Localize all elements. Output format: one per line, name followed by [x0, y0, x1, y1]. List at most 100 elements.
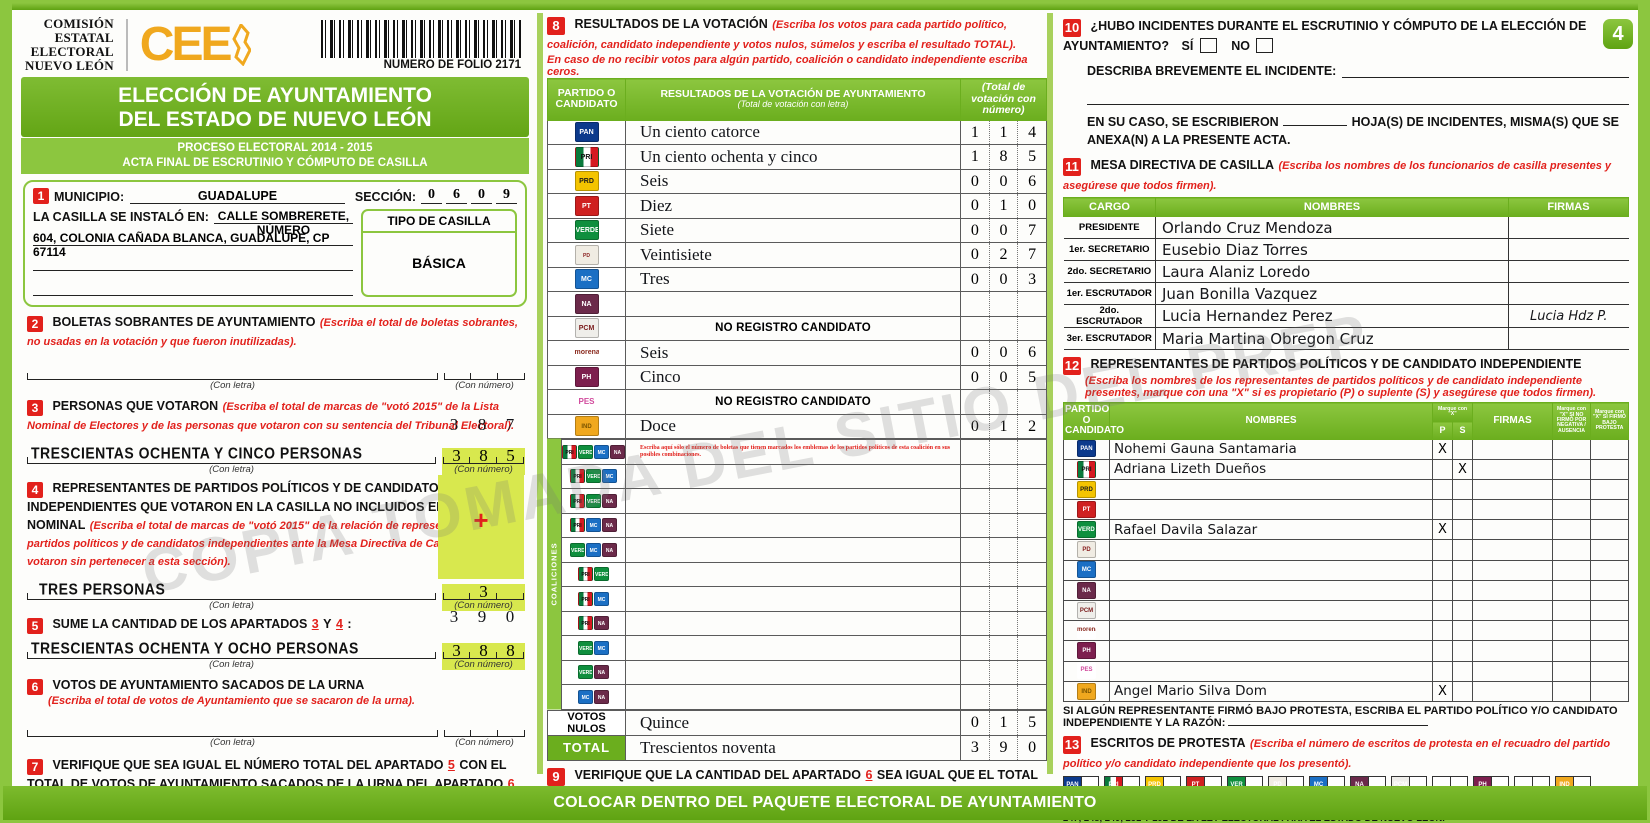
coalition-letra-cell[interactable]: Escriba aquí sólo el número de boletas q… — [625, 439, 961, 465]
coalition-numero-cell-9-digit-3[interactable] — [1018, 636, 1046, 660]
coalition-numero-cell-4[interactable] — [960, 512, 1047, 539]
section-3-digit-2[interactable]: 8 — [470, 447, 497, 464]
no-checkbox[interactable] — [1256, 38, 1274, 53]
coalition-numero-cell-11-digit-3[interactable] — [1018, 685, 1046, 709]
representante-protesta-cell[interactable] — [1590, 519, 1629, 541]
vote-numero-cell-5-digit-3[interactable]: 7 — [1028, 221, 1037, 239]
representante-nombre-cell[interactable] — [1109, 599, 1433, 622]
representante-protesta-cell[interactable] — [1590, 499, 1629, 521]
representante-suplente-cell[interactable] — [1452, 640, 1473, 662]
section-2-digit-2[interactable] — [471, 364, 498, 380]
representante-suplente-cell[interactable] — [1452, 499, 1473, 521]
coalition-numero-cell-6[interactable] — [960, 561, 1047, 588]
seccion-digit-1[interactable]: 0 — [421, 187, 442, 204]
representante-negativa-cell[interactable] — [1552, 559, 1591, 581]
coalition-numero-cell-4-digit-3[interactable] — [1018, 514, 1046, 538]
section-3-letra-value[interactable]: TRESCIENTAS OCHENTA Y CINCO PERSONAS — [31, 443, 363, 462]
mesa-firma-cell[interactable] — [1508, 282, 1629, 305]
coalition-numero-cell-9-digit-2[interactable] — [990, 636, 1019, 660]
coalition-numero-cell-6-digit-1[interactable] — [961, 562, 990, 587]
coalition-numero-cell-3-digit-2[interactable] — [990, 489, 1019, 513]
representante-nombre-cell[interactable]: Rafael Davila Salazar — [1109, 519, 1433, 541]
section-4-digit-1[interactable] — [443, 584, 470, 600]
vote-letra-cell[interactable]: Cinco — [625, 364, 961, 391]
votos-nulos-letra[interactable]: Quince — [625, 709, 961, 736]
section-6-digit-2[interactable] — [471, 721, 498, 737]
section-3-digit-3[interactable]: 5 — [497, 447, 524, 464]
section-2-letra-line[interactable] — [27, 364, 438, 380]
coalition-numero-cell-3-digit-1[interactable] — [961, 489, 990, 513]
vote-numero-cell-8-digit-2[interactable] — [990, 292, 1019, 316]
coalition-numero-cell-10[interactable] — [960, 659, 1047, 686]
representante-protesta-cell[interactable] — [1590, 599, 1629, 622]
coalition-numero-cell-2[interactable] — [960, 463, 1047, 490]
representante-nombre-cell[interactable]: Nohemi Gauna Santamaria — [1109, 438, 1433, 460]
representante-firma-cell[interactable] — [1472, 640, 1553, 662]
casilla-address-line-4[interactable] — [33, 281, 353, 296]
representante-suplente-cell[interactable] — [1452, 680, 1473, 702]
representante-firma-cell[interactable] — [1472, 620, 1553, 642]
representante-negativa-cell[interactable] — [1552, 539, 1591, 561]
section-4-digit-2[interactable]: 3 — [470, 583, 497, 600]
coalition-numero-cell-3[interactable] — [960, 488, 1047, 514]
coalition-numero-cell-1[interactable] — [960, 439, 1047, 465]
vote-numero-cell-12[interactable] — [960, 389, 1047, 415]
mesa-firma-cell[interactable] — [1508, 216, 1629, 239]
representante-firma-cell[interactable] — [1472, 599, 1553, 622]
representante-suplente-cell[interactable] — [1452, 579, 1473, 602]
representante-suplente-cell[interactable]: X — [1452, 458, 1473, 480]
coalition-numero-cell-1-digit-2[interactable] — [990, 440, 1019, 464]
coalition-numero-cell-5-digit-1[interactable] — [961, 538, 990, 562]
seccion-digit-2[interactable]: 6 — [446, 187, 467, 204]
section-6-letra-line[interactable] — [27, 721, 438, 737]
vote-letra-cell[interactable]: Seis — [625, 340, 961, 366]
representante-suplente-cell[interactable] — [1452, 478, 1473, 501]
coalition-letra-cell[interactable] — [625, 512, 961, 539]
representante-suplente-cell[interactable] — [1452, 559, 1473, 581]
vote-numero-cell-1-digit-2[interactable]: 1 — [990, 120, 1019, 145]
protest-reason-input[interactable] — [1228, 724, 1429, 726]
vote-numero-cell-1-digit-1[interactable]: 1 — [961, 120, 990, 145]
total-numero[interactable]: 3 9 0 — [960, 734, 1047, 761]
municipio-value[interactable]: GUADALUPE — [130, 189, 345, 204]
representante-propietario-cell[interactable] — [1432, 539, 1453, 561]
vote-numero-cell-7-digit-1[interactable]: 0 — [961, 267, 990, 292]
coalition-numero-cell-9-digit-1[interactable] — [961, 636, 990, 660]
representante-protesta-cell[interactable] — [1590, 579, 1629, 602]
vote-numero-cell-10-digit-1[interactable]: 0 — [961, 341, 990, 365]
vote-numero-cell-2-digit-3[interactable]: 5 — [1028, 148, 1037, 166]
representante-nombre-cell[interactable] — [1109, 579, 1433, 602]
section-3-letra-line[interactable]: TRESCIENTAS OCHENTA Y CINCO PERSONAS — [27, 444, 436, 464]
vote-numero-cell-4-digit-3[interactable]: 0 — [1028, 197, 1037, 215]
representante-firma-cell[interactable] — [1472, 519, 1553, 541]
vote-numero-cell-3-digit-3[interactable]: 6 — [1028, 172, 1037, 190]
representante-protesta-cell[interactable] — [1590, 680, 1629, 702]
representante-protesta-cell[interactable] — [1590, 640, 1629, 662]
coalition-numero-cell-7-digit-3[interactable] — [1018, 587, 1046, 611]
representante-firma-cell[interactable] — [1472, 458, 1553, 480]
incident-description-line-1[interactable] — [1342, 63, 1629, 78]
vote-numero-cell-9-digit-1[interactable] — [961, 316, 990, 341]
representante-firma-cell[interactable] — [1472, 478, 1553, 501]
representante-firma-cell[interactable] — [1472, 499, 1553, 521]
hojas-incidentes-input[interactable] — [1283, 125, 1348, 126]
representante-propietario-cell[interactable] — [1432, 599, 1453, 622]
representante-nombre-cell[interactable] — [1109, 478, 1433, 501]
representante-protesta-cell[interactable] — [1590, 438, 1629, 460]
representante-propietario-cell[interactable] — [1432, 559, 1453, 581]
representante-suplente-cell[interactable] — [1452, 438, 1473, 460]
section-4-numero-grid[interactable]: 3 — [443, 583, 524, 600]
vote-numero-cell-12-digit-2[interactable] — [990, 390, 1019, 414]
coalition-numero-cell-8-digit-2[interactable] — [990, 611, 1019, 636]
coalition-numero-cell-11[interactable] — [960, 684, 1047, 710]
total-digit-1[interactable]: 3 — [961, 735, 990, 760]
votos-nulos-numero[interactable]: 0 1 5 — [960, 709, 1047, 736]
representante-protesta-cell[interactable] — [1590, 620, 1629, 642]
